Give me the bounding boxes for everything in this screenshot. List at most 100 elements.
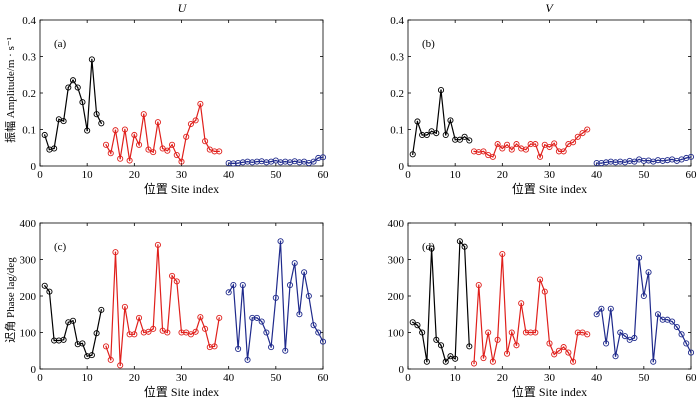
data-point-blue — [310, 158, 317, 165]
data-point-center-red — [119, 364, 121, 367]
data-point-red — [121, 126, 128, 133]
data-point-center-blue — [643, 160, 645, 162]
data-point-center-red — [209, 346, 211, 348]
data-point-black — [41, 131, 48, 139]
data-point-center-red — [110, 359, 112, 361]
data-point-red — [131, 331, 138, 338]
data-point-center-red — [544, 290, 546, 293]
data-point-red — [503, 141, 511, 148]
data-point-center-black — [416, 324, 419, 326]
data-point-black — [74, 84, 81, 91]
data-point-center-red — [586, 333, 588, 336]
data-point-red — [192, 328, 199, 335]
data-point-center-black — [67, 321, 70, 323]
data-point-black — [60, 336, 67, 343]
data-point-center-blue — [251, 317, 253, 319]
data-point-red — [541, 288, 548, 295]
data-point-black — [428, 245, 435, 252]
x-tick-label: 30 — [544, 169, 556, 181]
data-point-red — [197, 314, 204, 321]
data-point-red — [584, 331, 591, 338]
x-tick-label: 30 — [176, 169, 188, 181]
series-line-black — [44, 59, 102, 151]
data-point-blue — [244, 356, 251, 363]
data-point-black — [409, 151, 416, 158]
data-point-center-red — [180, 331, 183, 334]
data-point-center-red — [213, 150, 216, 153]
data-point-center-blue — [690, 351, 692, 354]
data-point-center-blue — [662, 160, 664, 162]
x-axis-label: 位置 Site index — [512, 181, 587, 196]
data-point-center-blue — [600, 308, 603, 310]
data-point-red — [164, 147, 171, 154]
data-point-center-blue — [251, 161, 253, 164]
data-point-center-red — [138, 144, 140, 146]
data-point-center-blue — [265, 161, 268, 164]
data-point-blue — [621, 333, 629, 340]
data-point-center-blue — [256, 317, 258, 319]
data-point-red — [489, 358, 496, 365]
data-point-center-blue — [227, 162, 230, 164]
data-point-center-blue — [605, 161, 607, 164]
data-point-red — [150, 149, 157, 156]
data-point-black — [456, 136, 463, 143]
data-point-center-black — [421, 134, 423, 136]
data-point-red — [470, 360, 478, 367]
data-point-red — [187, 331, 194, 338]
data-point-blue — [640, 157, 647, 164]
data-point-center-red — [506, 144, 508, 146]
data-point-blue — [650, 358, 657, 365]
data-point-black — [414, 322, 421, 329]
data-point-center-blue — [685, 157, 687, 159]
data-point-red — [584, 126, 591, 133]
data-point-blue — [282, 347, 289, 354]
x-tick-label: 20 — [129, 372, 141, 384]
data-point-black — [88, 352, 95, 359]
data-point-center-red — [204, 140, 206, 142]
data-point-blue — [593, 311, 600, 318]
y-tick-label: 0.4 — [390, 15, 404, 27]
data-point-center-blue — [685, 342, 687, 345]
data-point-blue — [258, 318, 265, 325]
data-point-red — [140, 111, 147, 118]
data-point-black — [442, 131, 449, 139]
data-point-red — [574, 133, 581, 140]
data-point-red — [570, 358, 577, 365]
data-point-center-red — [128, 333, 131, 336]
data-point-center-black — [72, 79, 74, 81]
data-point-center-red — [520, 302, 522, 304]
data-point-center-black — [100, 309, 103, 311]
series-line-black — [412, 239, 470, 363]
data-point-center-blue — [312, 160, 315, 163]
data-point-black — [466, 343, 473, 350]
data-point-red — [126, 331, 133, 338]
data-point-center-blue — [312, 324, 315, 326]
data-point-center-red — [529, 331, 532, 334]
data-point-center-blue — [647, 159, 650, 162]
y-tick-label: 0 — [31, 364, 37, 376]
data-point-black — [79, 340, 86, 347]
data-point-center-blue — [619, 331, 621, 334]
data-point-red — [107, 150, 114, 157]
data-point-center-blue — [671, 158, 673, 161]
data-point-center-red — [501, 147, 504, 150]
data-point-center-red — [492, 361, 494, 363]
data-point-red — [173, 278, 180, 285]
data-point-center-blue — [294, 262, 296, 264]
x-tick-label: 30 — [544, 372, 556, 384]
data-point-center-blue — [308, 162, 310, 164]
data-point-red — [494, 336, 501, 343]
panel-b: 0 10 20 30 40 50 60 0 0.1 0.2 0.3 0.4 位置 Site index (… — [390, 15, 697, 196]
data-point-center-black — [67, 86, 70, 89]
data-point-center-red — [213, 345, 216, 348]
data-point-blue — [319, 154, 327, 161]
data-point-center-black — [468, 139, 471, 142]
x-tick-label: 60 — [686, 169, 698, 181]
data-point-center-red — [128, 159, 131, 162]
data-point-black — [41, 282, 48, 289]
data-point-center-red — [105, 144, 107, 146]
data-point-center-black — [81, 342, 84, 345]
data-point-center-blue — [628, 339, 631, 341]
data-point-red — [135, 314, 143, 321]
data-point-red — [211, 148, 218, 155]
